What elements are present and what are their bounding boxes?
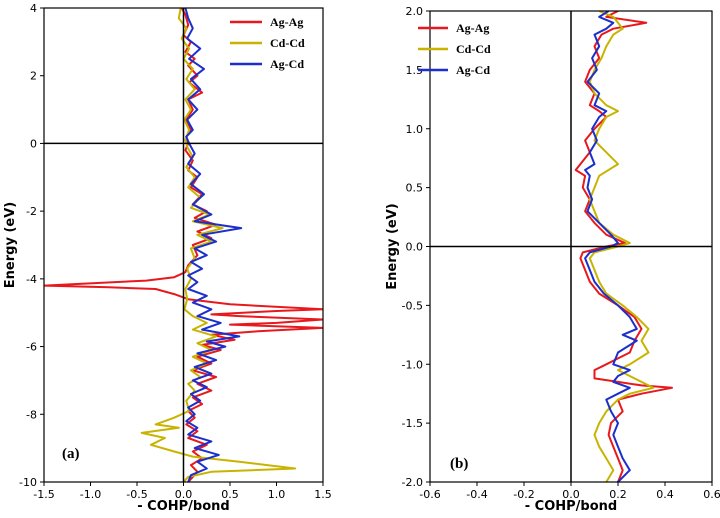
legend: Ag-Ag Cd-Cd Ag-Cd: [418, 21, 491, 77]
series-group: [44, 8, 323, 482]
panel-label: (a): [62, 446, 80, 462]
x-tick-label: 0.0: [562, 488, 580, 501]
x-tick-label: 1.0: [268, 488, 286, 501]
y-tick-label: -2.0: [402, 476, 423, 489]
x-tick-label: 0.2: [609, 488, 627, 501]
x-tick-label: -1.5: [33, 488, 54, 501]
y-tick-label: -1.0: [402, 358, 423, 371]
panel-b: -0.6 -0.4 -0.2 0.0 0.2 0.4 0.62.01.51.00.50.0-…: [385, 5, 720, 514]
y-tick-label: 1.5: [406, 64, 424, 77]
y-tick-label: -10: [19, 476, 37, 489]
x-axis-label: - COHP/bond: [525, 499, 617, 514]
legend: Ag-Ag Cd-Cd Ag-Cd: [230, 15, 305, 71]
y-tick-label: 0: [30, 137, 37, 150]
x-tick-label: -0.2: [513, 488, 534, 501]
y-tick-label: -2: [26, 205, 37, 218]
y-tick-label: 2: [30, 70, 37, 83]
x-tick-label: -1.0: [80, 488, 101, 501]
panel-label: (b): [450, 456, 468, 472]
y-tick-label: 0.0: [406, 241, 424, 254]
y-tick-label: -1.5: [402, 417, 423, 430]
series-line-ag-cd: [184, 8, 243, 482]
legend-label: Ag-Cd: [270, 57, 304, 71]
y-tick-label: 2.0: [406, 5, 424, 18]
legend-label: Ag-Ag: [270, 15, 303, 29]
x-tick-label: 0.4: [656, 488, 674, 501]
y-tick-label: 1.0: [406, 123, 424, 136]
x-axis-label: - COHP/bond: [137, 499, 229, 514]
x-tick-label: 0.6: [703, 488, 720, 501]
series-line-ag-ag: [44, 8, 323, 482]
series-line-ag-ag: [574, 11, 673, 482]
y-tick-label: 0.5: [406, 182, 424, 195]
y-axis-label: Energy (eV): [385, 203, 400, 289]
y-tick-label: -0.5: [402, 299, 423, 312]
x-tick-label: 0.0: [175, 488, 193, 501]
series-line-cd-cd: [140, 8, 297, 482]
x-tick-label: 1.5: [314, 488, 332, 501]
legend-label: Ag-Ag: [456, 21, 489, 35]
x-tick-label: -0.4: [466, 488, 487, 501]
y-tick-label: -8: [26, 408, 37, 421]
y-tick-label: -6: [26, 341, 37, 354]
x-tick-label: 0.5: [221, 488, 239, 501]
x-tick-label: -0.5: [126, 488, 147, 501]
legend-label: Cd-Cd: [456, 42, 491, 56]
y-axis-label: Energy (eV): [3, 202, 18, 288]
y-tick-label: -4: [26, 273, 37, 286]
legend-label: Ag-Cd: [456, 63, 490, 77]
y-tick-label: 4: [30, 2, 37, 15]
x-tick-label: -0.6: [419, 488, 440, 501]
legend-label: Cd-Cd: [270, 36, 305, 50]
panel-a: -1.5 -1.0 -0.5 0.0 0.5 1.0 1.5 4 2 0 -2 -4 -6 -8 -10 - …: [3, 2, 332, 514]
